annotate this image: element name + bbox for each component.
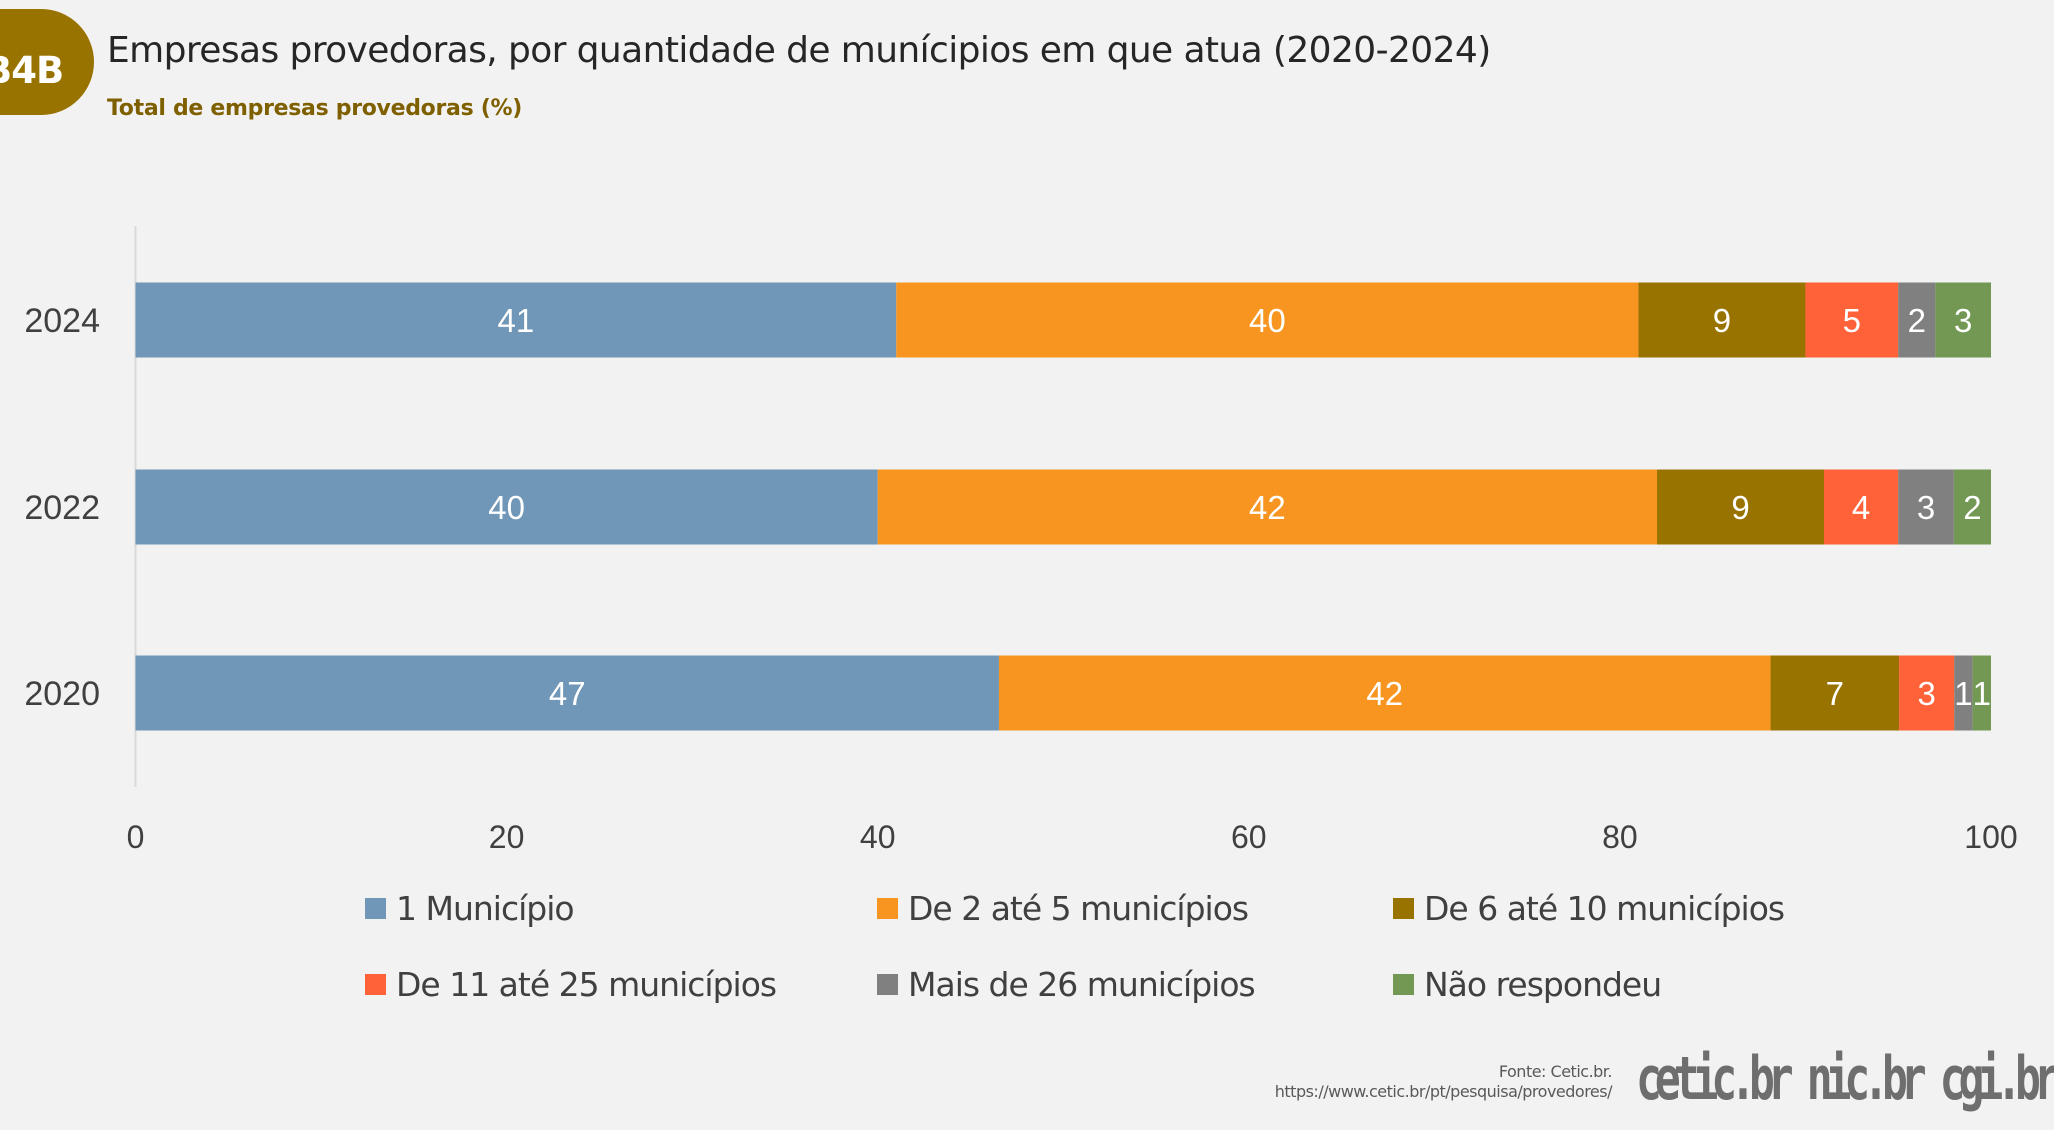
chart-id-badge: B4B [0,9,94,115]
bar-segment [135,469,878,545]
data-label: 40 [1249,302,1286,339]
data-label: 2 [1908,302,1926,339]
data-label: 42 [1366,675,1403,712]
bar-segment [1972,655,1991,731]
source-url: https://www.cetic.br/pt/pesquisa/provedo… [1274,1082,1613,1101]
data-label: 47 [549,675,586,712]
bar-segment [1953,469,1991,545]
y-tick-label: 2020 [24,675,100,713]
x-tick-label: 20 [489,819,525,855]
data-label: 7 [1826,675,1844,712]
bar-segment [998,655,1771,731]
data-label: 40 [488,489,525,526]
bar-segment [896,282,1639,358]
logo-cgi: cgi.br [1939,1044,2054,1114]
data-label: 42 [1249,489,1286,526]
bar-segment [1898,469,1954,545]
data-label: 1 [1954,675,1972,712]
data-label: 4 [1852,489,1870,526]
chart-title: Empresas provedoras, por quantidade de m… [107,30,1491,71]
badge-label: B4B [0,49,64,92]
x-tick-label: 0 [127,819,145,855]
logo-cetic: cetic.br [1636,1044,1794,1114]
bar-segment [1805,282,1899,358]
data-label: 5 [1843,302,1861,339]
bar-segment [1657,469,1825,545]
data-label: 9 [1731,489,1749,526]
bar-segment [1638,282,1806,358]
x-tick-label: 40 [860,819,896,855]
y-tick-label: 2024 [24,302,100,340]
data-label: 9 [1713,302,1731,339]
bar-segment [135,282,897,358]
x-tick-label: 100 [1964,819,2017,855]
bar-segment [135,655,999,731]
bar-segment [1824,469,1899,545]
data-label: 3 [1918,675,1936,712]
source-label: Fonte: Cetic.br. [1498,1062,1613,1081]
logos: cetic.br nic.br cgi.br [1636,1044,2054,1114]
data-label: 2 [1963,489,1981,526]
y-tick-label: 2022 [24,489,100,527]
bar-segment [1899,655,1955,731]
bar-segment [1770,655,1900,731]
data-label: 41 [498,302,535,339]
chart-subtitle: Total de empresas provedoras (%) [107,96,522,121]
bar-segment [1954,655,1973,731]
source-note: Fonte: Cetic.br. https://www.cetic.br/pt… [1274,1062,1613,1102]
bar-segment [877,469,1658,545]
data-label: 1 [1973,675,1991,712]
bar-segment [1898,282,1936,358]
logo-nic: nic.br [1806,1044,1927,1114]
bar-segment [1935,282,1991,358]
x-tick-label: 80 [1602,819,1638,855]
data-label: 3 [1954,302,1972,339]
x-tick-label: 60 [1231,819,1267,855]
data-label: 3 [1917,489,1935,526]
